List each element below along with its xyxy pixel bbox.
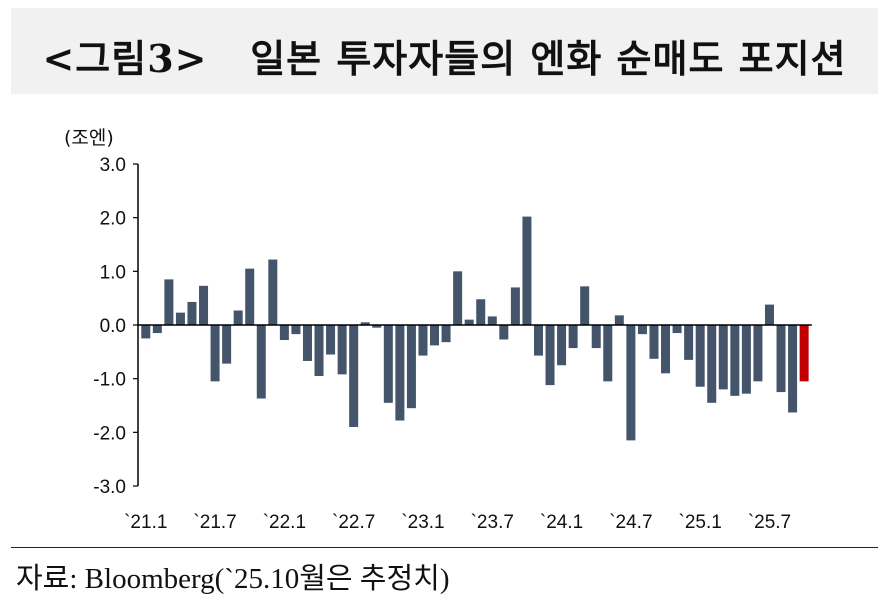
- x-tick-label: `22.1: [263, 512, 306, 533]
- bar-estimate-highlight: [799, 325, 809, 382]
- x-tick-label: `23.7: [471, 512, 514, 533]
- bar: [684, 325, 694, 360]
- bar: [695, 325, 705, 387]
- bar: [302, 325, 312, 361]
- bar: [430, 325, 440, 346]
- y-axis-unit-label: (조엔): [64, 127, 114, 149]
- bar: [314, 325, 324, 376]
- bar: [383, 325, 393, 403]
- y-tick-label: 0.0: [100, 316, 126, 337]
- y-axis-ticks: 3.0 2.0 1.0 0.0 -1.0 -2.0 -3.0: [93, 155, 138, 498]
- bar: [557, 325, 567, 366]
- bar: [776, 325, 786, 393]
- source-note: 자료: Bloomberg(`25.10월은 추정치): [16, 563, 450, 595]
- bar: [499, 325, 509, 340]
- bar: [510, 287, 520, 325]
- bottom-rule: [11, 547, 878, 548]
- y-tick-label: 3.0: [100, 155, 126, 176]
- bar: [718, 325, 728, 390]
- bar: [637, 325, 647, 335]
- x-tick-label: `21.1: [124, 512, 167, 533]
- bar: [464, 319, 474, 325]
- y-tick-label: -3.0: [93, 477, 126, 498]
- bar: [291, 325, 301, 335]
- bar: [603, 325, 613, 382]
- title-band: <그림3> 일본 투자자들의 엔화 순매도 포지션: [11, 8, 878, 94]
- bar: [730, 325, 740, 396]
- y-tick-label: -1.0: [93, 370, 126, 391]
- bar: [279, 325, 289, 341]
- bar: [707, 325, 717, 403]
- x-tick-label: `24.7: [609, 512, 652, 533]
- bar: [141, 325, 151, 339]
- bar: [568, 325, 578, 349]
- bar: [453, 271, 463, 325]
- bar: [245, 268, 255, 325]
- bar: [545, 325, 555, 386]
- bar: [164, 279, 174, 325]
- bar: [187, 301, 197, 325]
- x-axis-ticks: `21.1 `21.7 `22.1 `22.7 `23.1 `23.7 `24.1 `24.7…: [124, 512, 791, 533]
- y-tick-label: 1.0: [100, 262, 126, 283]
- bar: [152, 325, 162, 334]
- bar: [649, 325, 659, 359]
- bar: [672, 325, 682, 334]
- bar: [741, 325, 751, 394]
- x-tick-label: `23.1: [401, 512, 444, 533]
- bar: [788, 325, 798, 413]
- bar: [580, 286, 590, 325]
- bar: [395, 325, 405, 421]
- bar: [753, 325, 763, 382]
- bars: [141, 216, 809, 441]
- y-tick-label: -2.0: [93, 423, 126, 444]
- x-tick-label: `24.1: [540, 512, 583, 533]
- bar: [661, 325, 671, 374]
- bar: [210, 325, 220, 382]
- bar: [372, 325, 382, 328]
- bar: [522, 216, 532, 325]
- bar: [175, 312, 185, 325]
- bar: [233, 310, 243, 325]
- figure-title: <그림3> 일본 투자자들의 엔화 순매도 포지션: [42, 36, 847, 81]
- bar: [349, 325, 359, 427]
- bar: [441, 325, 451, 343]
- bar: [764, 304, 774, 325]
- y-tick-label: 2.0: [100, 209, 126, 230]
- x-tick-label: `25.7: [748, 512, 791, 533]
- x-tick-label: `25.1: [679, 512, 722, 533]
- bar: [476, 299, 486, 325]
- bar: [268, 259, 278, 325]
- x-tick-label: `22.7: [332, 512, 375, 533]
- bar: [360, 322, 370, 325]
- bar: [337, 325, 347, 375]
- bar: [199, 285, 209, 325]
- bar: [614, 315, 624, 325]
- bar: [418, 325, 428, 356]
- bar: [487, 316, 497, 325]
- bar: [591, 325, 601, 349]
- bar-chart: (조엔) 3.0 2.0 1.0 0.0 -1.0 -2.0 -3.0 `21.1 `21.7…: [64, 127, 812, 533]
- bar: [222, 325, 232, 364]
- bar: [406, 325, 416, 409]
- bar: [626, 325, 636, 441]
- x-tick-label: `21.7: [193, 512, 236, 533]
- bar: [256, 325, 266, 399]
- bar: [533, 325, 543, 356]
- bar: [326, 325, 336, 355]
